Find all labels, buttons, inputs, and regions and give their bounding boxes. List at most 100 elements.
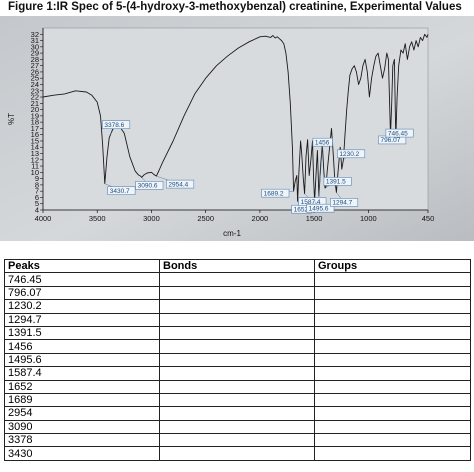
- x-tick-label: 2000: [252, 214, 269, 223]
- ir-spectrum-chart: 4000 3500 3000 2500 2000 1500 1000 450 4 5 6 7 8 9 10…: [0, 16, 474, 241]
- plot-area: [42, 27, 429, 211]
- x-tick-label: 1000: [360, 214, 377, 223]
- peak-label-text: 1230.2: [339, 151, 359, 158]
- peak-cell[interactable]: 1652: [4, 379, 160, 394]
- group-cell[interactable]: [314, 325, 471, 341]
- bond-cell[interactable]: [159, 272, 315, 287]
- header-peaks: Peaks: [4, 258, 160, 274]
- y-tick-label: 17: [31, 124, 39, 133]
- bond-cell[interactable]: [159, 312, 315, 327]
- ir-spectrum-svg: 4000 3500 3000 2500 2000 1500 1000 450 45678910…: [0, 16, 474, 241]
- y-tick-label: 22: [31, 93, 39, 102]
- peak-label-text: 2954.4: [168, 181, 188, 188]
- bond-cell[interactable]: [159, 366, 315, 381]
- bond-cell[interactable]: [159, 379, 315, 394]
- figure-title: Figure 1:IR Spec of 5-(4-hydroxy-3-metho…: [8, 1, 462, 13]
- peak-label-text: 3090.6: [138, 183, 158, 190]
- peak-cell[interactable]: 3430: [4, 446, 160, 461]
- group-cell[interactable]: [314, 339, 471, 354]
- peak-label-box: [312, 137, 333, 147]
- peak-cell[interactable]: 2954: [4, 406, 160, 421]
- y-tick-label: 7: [35, 187, 39, 196]
- y-tick-label: 20: [31, 105, 39, 114]
- bond-cell[interactable]: [159, 419, 315, 435]
- bond-cell[interactable]: [159, 392, 315, 408]
- y-tick-label: 29: [31, 49, 39, 58]
- peak-labels: 3430.7 3378.6 3090.6 2954.4 1689.2 16521587.4…: [102, 120, 414, 214]
- table-row: 1391.5: [4, 325, 471, 341]
- peak-label-box: [107, 186, 136, 195]
- peak-label-text: 746.45: [388, 130, 408, 137]
- peak-cell[interactable]: 3378: [4, 433, 160, 448]
- x-axis-ticks: 4000 3500 3000 2500 2000 1500 1000 450: [35, 210, 435, 223]
- table-row: 1456: [4, 339, 471, 354]
- header-groups: Groups: [314, 258, 471, 274]
- y-tick-label: 32: [31, 30, 39, 39]
- peak-cell[interactable]: 1230.2: [4, 299, 160, 314]
- peak-cell[interactable]: 1587.4: [4, 366, 160, 381]
- table-header-row: Peaks Bonds Groups: [4, 258, 471, 274]
- bond-cell[interactable]: [159, 406, 315, 421]
- group-cell[interactable]: [314, 392, 471, 408]
- bond-cell[interactable]: [159, 299, 315, 314]
- group-cell[interactable]: [314, 272, 471, 287]
- group-cell[interactable]: [314, 419, 471, 435]
- peak-label-box: [330, 198, 359, 207]
- peak-cell[interactable]: 1689: [4, 392, 160, 408]
- bond-cell[interactable]: [159, 285, 315, 301]
- bond-cell[interactable]: [159, 339, 315, 354]
- peak-cell[interactable]: 1495.6: [4, 352, 160, 368]
- peak-label-box: [306, 203, 335, 213]
- header-bonds: Bonds: [159, 258, 315, 274]
- x-tick-label: 450: [422, 214, 435, 223]
- group-cell[interactable]: [314, 352, 471, 368]
- bond-cell[interactable]: [159, 433, 315, 448]
- y-tick-label: 18: [31, 118, 39, 127]
- group-cell[interactable]: [314, 285, 471, 301]
- y-tick-label: 8: [35, 180, 39, 189]
- group-cell[interactable]: [314, 312, 471, 327]
- peak-label-text: 1689.2: [264, 190, 284, 197]
- peak-cell[interactable]: 1456: [4, 339, 160, 354]
- group-cell[interactable]: [314, 379, 471, 394]
- peak-cell[interactable]: 746.45: [4, 272, 160, 287]
- x-tick-label: 3500: [89, 214, 106, 223]
- y-tick-label: 30: [31, 42, 39, 51]
- peak-label-box: [337, 149, 366, 159]
- table-row: 1587.4: [4, 366, 471, 381]
- peak-label-text: 3430.7: [110, 188, 130, 195]
- table-row: 796.07: [4, 285, 471, 301]
- peak-label-box: [323, 177, 352, 186]
- group-cell[interactable]: [314, 433, 471, 448]
- y-tick-label: 25: [31, 74, 39, 83]
- table-row: 1230.2: [4, 299, 471, 314]
- y-tick-label: 4: [35, 206, 39, 215]
- y-tick-label: 23: [31, 86, 39, 95]
- group-cell[interactable]: [314, 446, 471, 461]
- y-tick-label: 10: [31, 168, 39, 177]
- peak-label-box: [166, 179, 195, 189]
- y-tick-label: 15: [31, 136, 39, 145]
- y-tick-label: 21: [31, 99, 39, 108]
- table-row: 1495.6: [4, 352, 471, 368]
- peak-cell[interactable]: 796.07: [4, 285, 160, 301]
- peak-label-text: 1652: [294, 206, 309, 213]
- table-row: 2954: [4, 406, 471, 421]
- peak-label-box: [102, 120, 131, 129]
- group-cell[interactable]: [314, 406, 471, 421]
- group-cell[interactable]: [314, 366, 471, 381]
- peak-label-text: 1391.5: [326, 179, 346, 186]
- table-row: 3378: [4, 433, 471, 448]
- y-tick-label: 5: [35, 199, 39, 208]
- peak-cell[interactable]: 3090: [4, 419, 160, 435]
- peak-cell[interactable]: 1294.7: [4, 312, 160, 327]
- bond-cell[interactable]: [159, 352, 315, 368]
- group-cell[interactable]: [314, 299, 471, 314]
- x-axis-label: cm-1: [223, 229, 241, 238]
- bond-cell[interactable]: [159, 446, 315, 461]
- table-row: 1689: [4, 392, 471, 408]
- peak-cell[interactable]: 1391.5: [4, 325, 160, 341]
- bond-cell[interactable]: [159, 325, 315, 341]
- y-tick-label: 26: [31, 67, 39, 76]
- peak-label-text: 3378.6: [104, 122, 124, 129]
